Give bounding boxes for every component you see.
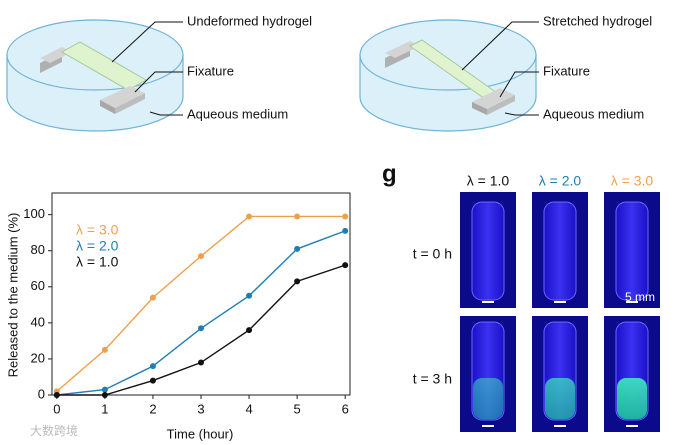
- x-tick-label: 1: [101, 401, 108, 416]
- data-point: [246, 292, 253, 299]
- column-label: λ = 1.0: [467, 173, 510, 189]
- x-tick-label: 3: [197, 401, 204, 416]
- diagram-label: Aqueous medium: [187, 106, 288, 121]
- fluorescent-medium: [545, 378, 575, 419]
- scale-bar-label: 5 mm: [625, 290, 655, 304]
- data-point: [294, 245, 301, 252]
- fluorescent-medium: [617, 378, 647, 419]
- y-tick-label: 40: [31, 314, 45, 329]
- y-tick-label: 20: [31, 350, 45, 365]
- data-point: [101, 386, 108, 393]
- x-axis-label: Time (hour): [167, 426, 234, 441]
- dish-diagram-left: Undeformed hydrogel Fixature Aqueous med…: [6, 13, 312, 132]
- data-point: [342, 213, 349, 220]
- data-point: [149, 377, 156, 384]
- y-tick-label: 100: [23, 206, 45, 221]
- data-point: [342, 262, 349, 269]
- x-tick-label: 2: [149, 401, 156, 416]
- diagram-label: Fixature: [187, 63, 234, 78]
- y-axis-label: Released to the medium (%): [5, 213, 20, 378]
- legend-entry: λ = 2.0: [76, 238, 119, 254]
- watermark: 大数跨境: [30, 423, 78, 438]
- data-point: [53, 392, 60, 398]
- y-tick-label: 60: [31, 278, 45, 293]
- data-point: [342, 227, 349, 234]
- data-point: [149, 294, 156, 301]
- data-point: [246, 213, 253, 220]
- y-tick-label: 0: [38, 386, 45, 401]
- diagram-label: Fixature: [543, 63, 590, 78]
- column-label: λ = 3.0: [611, 173, 654, 189]
- dish-diagram-right: Stretched hydrogel Fixature Aqueous medi…: [359, 13, 652, 132]
- column-label: λ = 2.0: [539, 173, 582, 189]
- diagram-label: Aqueous medium: [543, 106, 644, 121]
- data-point: [246, 327, 253, 334]
- row-label: t = 0 h: [413, 246, 452, 262]
- tube: [615, 201, 649, 301]
- data-point: [294, 213, 301, 220]
- data-point: [198, 253, 204, 260]
- x-tick-label: 0: [53, 401, 60, 416]
- data-point: [294, 278, 301, 285]
- y-tick-label: 80: [31, 242, 45, 257]
- tube: [471, 201, 505, 301]
- diagram-label: Undeformed hydrogel: [187, 13, 312, 28]
- fluorescent-medium: [473, 378, 503, 419]
- data-point: [101, 346, 108, 353]
- panel-label: g: [382, 160, 397, 187]
- x-tick-label: 5: [294, 401, 301, 416]
- x-tick-label: 6: [342, 401, 349, 416]
- data-point: [149, 363, 156, 370]
- data-point: [198, 359, 204, 366]
- tube: [543, 201, 577, 301]
- photo-panel: g t = 0 h t = 3 h λ = 1.0 λ = 2.0 λ = 3.0 5…: [382, 160, 660, 432]
- row-label: t = 3 h: [413, 371, 452, 387]
- data-point: [101, 392, 108, 398]
- legend-entry: λ = 1.0: [76, 254, 119, 270]
- x-tick-label: 4: [245, 401, 252, 416]
- data-point: [198, 325, 204, 332]
- diagram-label: Stretched hydrogel: [543, 13, 652, 28]
- legend-entry: λ = 3.0: [76, 222, 119, 238]
